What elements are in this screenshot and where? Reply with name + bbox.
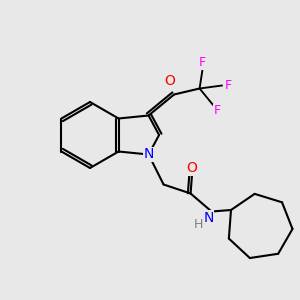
Text: N: N — [203, 211, 214, 224]
Text: F: F — [199, 56, 206, 70]
Text: O: O — [187, 161, 197, 175]
Text: F: F — [214, 104, 221, 118]
Text: N: N — [143, 148, 154, 161]
Text: H: H — [194, 218, 203, 232]
Text: F: F — [224, 79, 232, 92]
Text: O: O — [164, 74, 175, 88]
